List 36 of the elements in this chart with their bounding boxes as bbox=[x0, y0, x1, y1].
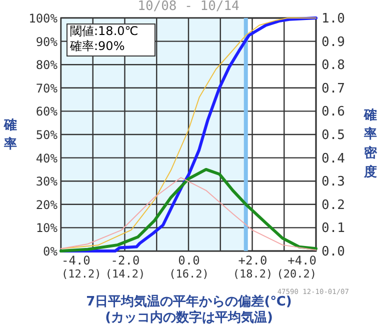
x-axis-title: 7日平均気温の平年からの偏差(℃) (カッコ内の数字は平均気温) bbox=[86, 294, 292, 326]
y2-tick-label: 0.3 bbox=[322, 174, 345, 190]
y-tick-label: 0% bbox=[43, 244, 58, 258]
y2-tick-label: 1.0 bbox=[322, 12, 345, 26]
x-tick-label: +2.0 bbox=[238, 254, 268, 268]
x-tick-label: -4.0 bbox=[62, 254, 90, 268]
x-tick-label: +4.0 bbox=[288, 254, 316, 268]
x2-tick-label: (20.2) bbox=[276, 268, 316, 280]
x2-tick-label: (12.2) bbox=[62, 268, 102, 280]
y2-tick-label: 0.9 bbox=[322, 34, 345, 50]
chart-title: 10/08 - 10/14 bbox=[138, 0, 240, 14]
y-tick-label: 40% bbox=[36, 151, 58, 166]
y2-tick-label: 0.7 bbox=[322, 81, 345, 96]
y-tick-label: 70% bbox=[36, 81, 58, 96]
x2-tick-label: (14.2) bbox=[105, 268, 146, 280]
y-tick-label: 20% bbox=[36, 198, 58, 212]
y2-tick-label: 0.5 bbox=[322, 128, 345, 143]
y-tick-label: 100% bbox=[28, 12, 58, 26]
y-tick-label: 30% bbox=[36, 174, 58, 189]
x2-tick-label: (18.2) bbox=[232, 268, 273, 280]
y2-tick-label: 0.8 bbox=[322, 58, 345, 74]
y2-tick-label: 0.1 bbox=[322, 221, 345, 236]
y2-tick-label: 0.6 bbox=[322, 104, 345, 120]
y-tick-label: 10% bbox=[36, 221, 58, 236]
x2-tick-label: (16.2) bbox=[169, 268, 209, 280]
x-tick-label: -2.0 bbox=[110, 254, 140, 268]
y-tick-label: 90% bbox=[36, 34, 58, 49]
y2-axis-title: 確率密度 bbox=[363, 108, 378, 180]
y-tick-label: 50% bbox=[36, 128, 58, 142]
y-axis-title: 確率 bbox=[3, 118, 17, 152]
y-tick-label: 80% bbox=[36, 58, 58, 72]
annotation: 閾値:18.0℃ 確率:90% bbox=[69, 24, 138, 53]
y2-tick-label: 0.4 bbox=[322, 151, 346, 166]
y-tick-label: 60% bbox=[36, 104, 58, 119]
y2-tick-label: 0.2 bbox=[322, 198, 345, 213]
x-tick-label: 0.0 bbox=[178, 254, 200, 268]
